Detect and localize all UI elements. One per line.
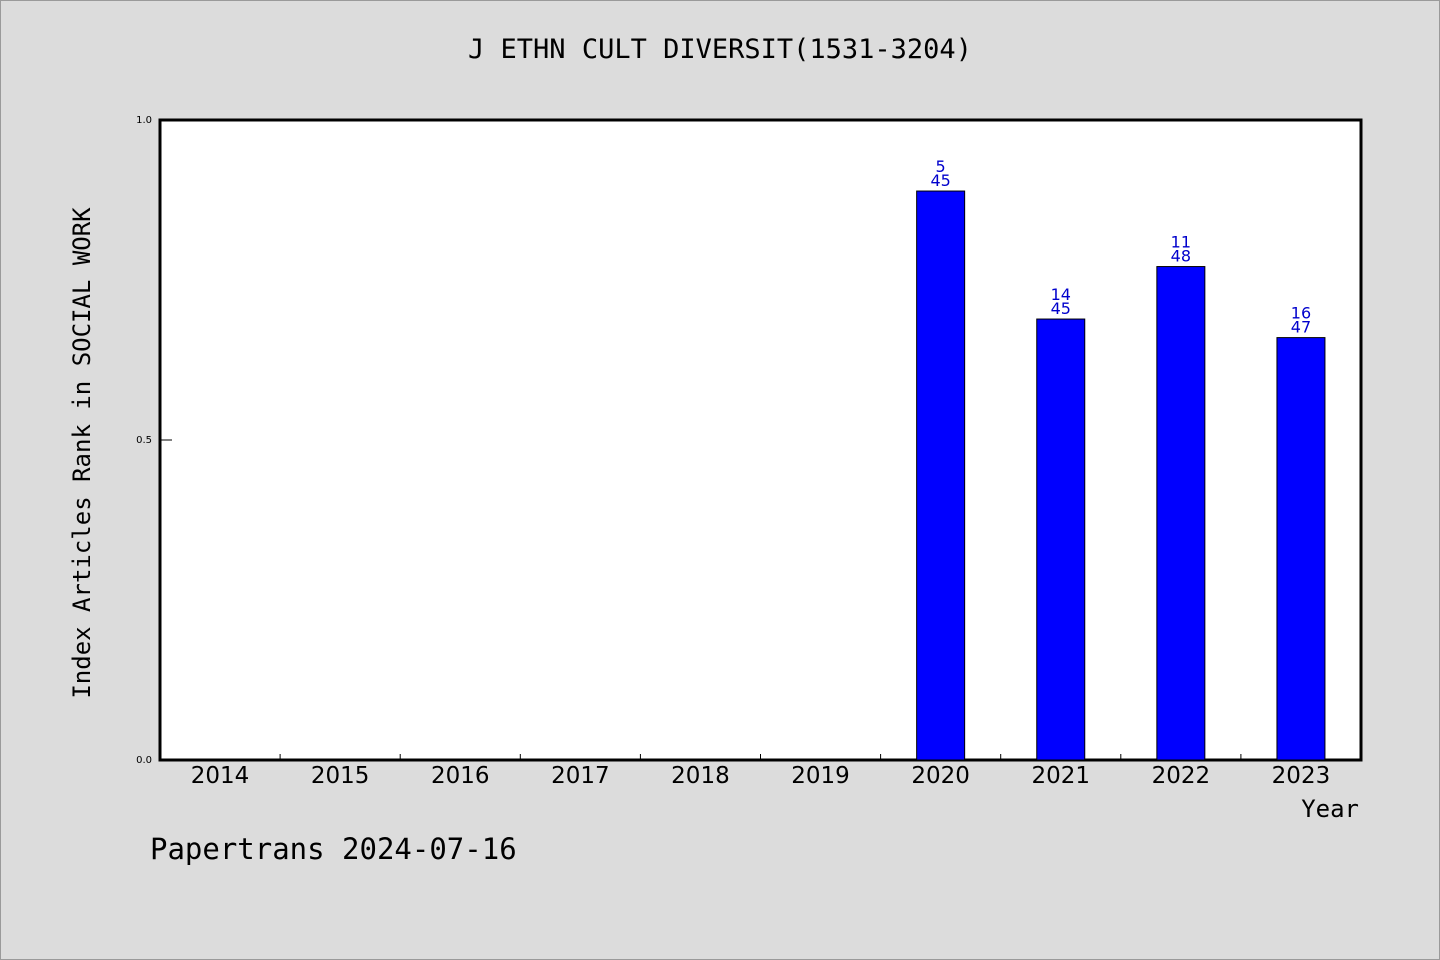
x-axis-label: Year — [1301, 795, 1359, 823]
bar-2022 — [1156, 266, 1206, 761]
bar-label-total: 48 — [1171, 247, 1191, 266]
x-tick-label: 2020 — [911, 763, 970, 789]
x-tick-label: 2015 — [311, 763, 370, 789]
x-tick-label: 2023 — [1272, 763, 1331, 789]
x-tick-label: 2022 — [1152, 763, 1211, 789]
bar-label-rank: 5 — [936, 157, 946, 176]
x-tick-label: 2017 — [551, 763, 610, 789]
bar-label-total: 47 — [1291, 318, 1311, 337]
x-tick-label: 2021 — [1031, 763, 1090, 789]
y-axis-label: Index Articles Rank in SOCIAL WORK — [68, 207, 96, 699]
x-tick-label: 2019 — [791, 763, 850, 789]
y-tick-label: 0.0 — [136, 755, 152, 766]
chart-title: J ETHN CULT DIVERSIT(1531-3204) — [468, 34, 972, 65]
watermark: Papertrans 2024-07-16 — [150, 832, 517, 866]
bar-label-rank: 14 — [1051, 285, 1071, 304]
bar-label-total: 45 — [930, 171, 950, 190]
x-axis: 2014 2015 2016 2017 2018 2019 2020 2021 2022 2023 — [191, 754, 1330, 789]
bar-2021 — [1036, 318, 1086, 761]
y-axis: 0.0 0.5 1.0 — [136, 115, 172, 766]
bar-2023 — [1276, 337, 1326, 761]
bar-label-rank: 11 — [1171, 233, 1191, 252]
y-tick-label: 1.0 — [136, 115, 152, 126]
bar-series — [916, 190, 1326, 761]
bar-label-total: 45 — [1051, 299, 1071, 318]
x-tick-label: 2018 — [671, 763, 730, 789]
x-tick-label: 2016 — [431, 763, 490, 789]
y-tick-label: 0.5 — [136, 435, 152, 446]
x-tick-label: 2014 — [191, 763, 250, 789]
bar-label-rank: 16 — [1291, 304, 1311, 323]
bar-2020 — [916, 190, 966, 761]
